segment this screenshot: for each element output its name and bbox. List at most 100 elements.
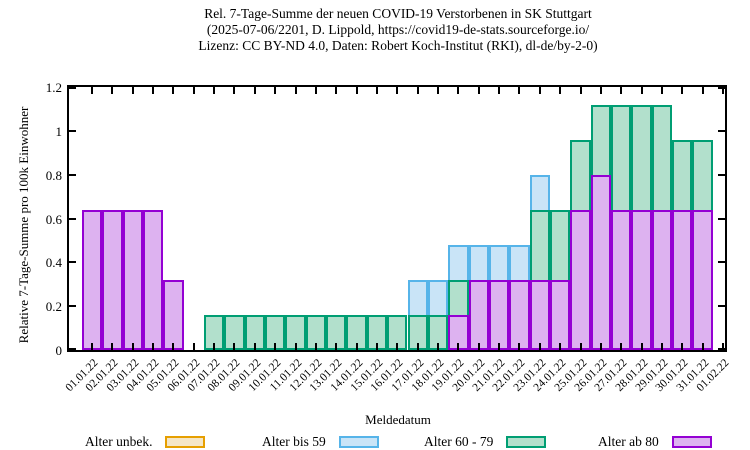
x-tick-mark [538, 87, 541, 94]
legend-item: Alter unbek. [85, 433, 206, 450]
x-tick-mark [375, 87, 378, 94]
y-tick-mark [69, 261, 76, 264]
x-tick-mark [355, 343, 358, 350]
legend-swatch [338, 435, 379, 448]
x-tick-mark [457, 343, 460, 350]
chart-title-line1: Rel. 7-Tage-Summe der neuen COVID-19 Ver… [204, 6, 592, 21]
x-tick-mark [91, 87, 93, 94]
x-tick-mark [294, 87, 297, 94]
x-tick-mark [314, 87, 317, 94]
bar [102, 209, 123, 350]
x-tick-mark [681, 343, 684, 350]
legend-swatch [671, 435, 712, 448]
y-tick-mark [718, 173, 725, 176]
x-tick-mark [498, 87, 501, 94]
x-tick-mark [660, 87, 663, 94]
bar [509, 279, 530, 350]
x-tick-mark [213, 343, 216, 350]
x-tick-mark [253, 343, 256, 350]
y-tick-mark [718, 348, 725, 350]
x-tick-mark [498, 343, 501, 350]
legend-label: Alter ab 80 [598, 434, 659, 449]
chart-title: Rel. 7-Tage-Summe der neuen COVID-19 Ver… [68, 6, 728, 54]
x-tick-mark [213, 87, 216, 94]
y-tick-mark [718, 217, 725, 220]
y-tick-label: 1 [55, 123, 63, 139]
bar [611, 209, 632, 350]
x-tick-mark [701, 343, 704, 350]
x-tick-mark [599, 87, 602, 94]
bar [142, 209, 164, 350]
x-tick-mark [91, 343, 93, 350]
x-tick-mark [335, 343, 338, 350]
x-tick-mark [620, 87, 623, 94]
y-tick-label: 1.2 [45, 80, 62, 95]
x-tick-mark [538, 343, 541, 350]
bar [163, 279, 184, 350]
y-tick-mark [69, 217, 76, 220]
x-tick-mark [579, 343, 582, 350]
bar [81, 209, 103, 350]
x-tick-mark [152, 343, 155, 350]
x-tick-mark [660, 343, 663, 350]
legend-label: Alter 60 - 79 [424, 434, 494, 449]
y-tick-label: 0.8 [45, 167, 62, 183]
x-tick-mark [579, 87, 582, 94]
x-tick-mark [396, 343, 399, 350]
y-tick-mark [69, 87, 76, 89]
y-tick-mark [718, 305, 725, 308]
x-tick-mark [437, 87, 440, 94]
x-tick-mark [314, 343, 317, 350]
x-tick-mark [477, 87, 480, 94]
y-tick-label: 0.6 [45, 211, 62, 227]
x-tick-mark [294, 343, 297, 350]
bar [590, 174, 612, 350]
x-tick-mark [722, 343, 724, 350]
x-tick-mark [355, 87, 358, 94]
bar [631, 209, 652, 350]
y-tick-label: 0.2 [45, 299, 62, 315]
y-tick-mark [69, 348, 76, 350]
bar [549, 279, 571, 350]
plot-canvas [69, 87, 725, 350]
x-tick-mark [131, 87, 134, 94]
x-tick-mark [518, 343, 521, 350]
y-tick-label: 0 [55, 343, 63, 358]
bar [672, 209, 693, 350]
legend-item: Alter 60 - 79 [424, 433, 547, 450]
x-tick-mark [416, 87, 419, 94]
x-tick-mark [722, 87, 724, 94]
y-tick-mark [718, 87, 725, 89]
bar [570, 209, 591, 350]
x-tick-mark [457, 87, 460, 94]
x-tick-mark [233, 87, 236, 94]
x-tick-mark [274, 87, 277, 94]
x-tick-mark [559, 87, 562, 94]
x-tick-mark [172, 87, 175, 94]
x-tick-mark [192, 343, 195, 350]
legend-label: Alter unbek. [85, 434, 153, 449]
x-tick-mark [131, 343, 134, 350]
x-tick-mark [518, 87, 521, 94]
plot-area [67, 85, 727, 352]
legend-item: Alter bis 59 [262, 433, 379, 450]
x-tick-mark [559, 343, 562, 350]
legend-swatch [165, 435, 206, 448]
y-tick-mark [718, 261, 725, 264]
y-tick-mark [69, 173, 76, 176]
bar [692, 209, 713, 350]
chart-title-line3: Lizenz: CC BY-ND 4.0, Daten: Robert Koch… [198, 38, 598, 53]
legend-label: Alter bis 59 [262, 434, 326, 449]
legend-item: Alter ab 80 [598, 433, 712, 450]
legend: Alter unbek. Alter bis 59 Alter 60 - 79 Alt… [0, 433, 750, 450]
x-tick-mark [477, 343, 480, 350]
x-axis-label: Meldedatum [365, 412, 431, 427]
x-tick-mark [274, 343, 277, 350]
y-tick-mark [69, 129, 76, 132]
x-tick-mark [620, 343, 623, 350]
x-tick-mark [375, 343, 378, 350]
x-tick-mark [640, 343, 643, 350]
x-tick-mark [701, 87, 704, 94]
x-tick-mark [152, 87, 155, 94]
